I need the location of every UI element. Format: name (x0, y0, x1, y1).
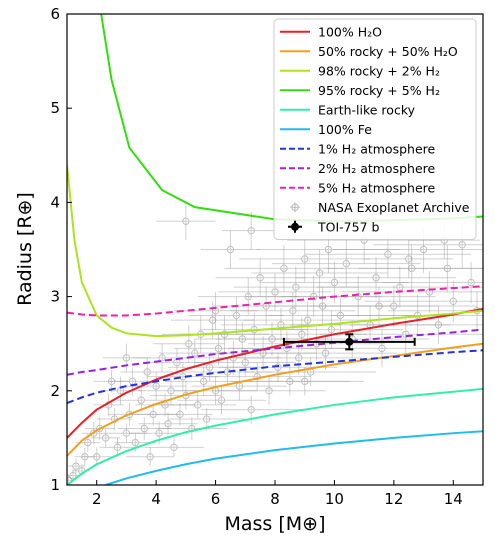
x-tick-label: 4 (151, 490, 161, 508)
series-line-7 (67, 349, 483, 404)
archive-point (117, 417, 171, 440)
archive-point (310, 285, 478, 327)
archive-point (144, 437, 204, 457)
series-line-5 (67, 387, 483, 485)
archive-point (126, 403, 180, 426)
x-tick-label: 6 (211, 490, 221, 508)
legend-label: 50% rocky + 50% H₂O (318, 44, 458, 59)
legend-swatch-archive (290, 202, 300, 213)
archive-point (147, 403, 213, 426)
archive-point (349, 306, 483, 344)
archive-point (102, 343, 151, 372)
legend-label: Earth-like rocky (318, 102, 416, 117)
archive-point (227, 331, 347, 366)
archive-point (245, 275, 382, 318)
archive-point (74, 447, 96, 467)
archive-point (176, 386, 267, 415)
x-tick-label: 8 (270, 490, 280, 508)
archive-point (251, 249, 388, 297)
archive-point (194, 322, 290, 356)
y-tick-label: 4 (50, 193, 60, 211)
archive-point (212, 376, 326, 405)
toi-marker (345, 337, 354, 346)
x-axis-label: Mass [M⊕] (224, 513, 325, 535)
legend-label: 5% H₂ atmosphere (318, 180, 435, 195)
series-line-2 (67, 342, 483, 457)
legend-label: 98% rocky + 2% H₂ (318, 63, 440, 78)
legend-label: 100% H₂O (318, 24, 382, 39)
archive-point (168, 407, 246, 431)
archive-point (90, 428, 121, 448)
archive-point (203, 362, 311, 391)
archive-point (325, 244, 483, 292)
archive-point (239, 235, 371, 283)
archive-point (295, 257, 457, 299)
archive-point (126, 447, 174, 467)
series-line-6 (105, 430, 483, 485)
series-line-3 (67, 164, 483, 338)
archive-point (81, 447, 112, 467)
archive-point (248, 326, 385, 361)
archive-point (266, 296, 415, 335)
archive-point (301, 329, 463, 368)
archive-point (117, 388, 166, 412)
y-axis-label: Radius [R⊕] (14, 192, 36, 306)
archive-point (218, 273, 332, 311)
series-line-9 (67, 285, 483, 317)
archive-point (168, 353, 252, 382)
x-tick-label: 2 (92, 490, 102, 508)
y-tick-label: 1 (50, 476, 60, 494)
legend-label: 2% H₂ atmosphere (318, 161, 435, 176)
archive-point (156, 417, 228, 440)
archive-point (185, 340, 281, 375)
legend: 100% H₂O 50% rocky + 50% H₂O 98% rocky + 2… (273, 18, 477, 240)
archive-point (230, 291, 356, 330)
legend-label: NASA Exoplanet Archive (318, 200, 470, 215)
x-tick-label: 14 (444, 490, 463, 508)
legend-box (273, 18, 477, 240)
archive-point (233, 266, 359, 308)
archive-point (126, 371, 186, 401)
series-line-8 (67, 328, 483, 376)
archive-point (156, 202, 216, 241)
archive-point (221, 211, 281, 250)
archive-point (200, 230, 261, 269)
y-tick-label: 3 (50, 288, 60, 306)
archive-point (358, 244, 483, 292)
legend-label: 95% rocky + 5% H₂ (318, 83, 440, 98)
archive-point (197, 277, 299, 316)
archive-point (67, 458, 85, 474)
archive-point (364, 240, 454, 278)
archive-point (153, 324, 225, 363)
archive-point (99, 437, 136, 457)
archive-point (242, 301, 374, 339)
archive-point (254, 287, 391, 325)
x-tick-label: 10 (325, 490, 344, 508)
y-tick-label: 6 (50, 5, 60, 23)
archive-point (224, 244, 344, 292)
x-tick-label: 12 (384, 490, 403, 508)
legend-label: 100% Fe (318, 122, 372, 137)
archive-point (381, 261, 483, 304)
archive-point (245, 367, 365, 396)
series-line-1 (67, 307, 483, 439)
archive-point (159, 338, 231, 368)
toi-757b-point (282, 333, 416, 351)
archive-points (67, 202, 483, 485)
archive-point (280, 275, 436, 318)
archive-point (159, 390, 237, 420)
y-tick-label: 2 (50, 382, 60, 400)
archive-point (188, 296, 284, 335)
y-tick-label: 5 (50, 99, 60, 117)
archive-point (138, 412, 198, 436)
legend-label: TOI-757 b (317, 219, 380, 234)
archive-point (272, 240, 421, 288)
legend-label: 1% H₂ atmosphere (318, 141, 435, 156)
legend-swatch-toi (288, 220, 302, 233)
archive-point (215, 258, 305, 297)
archive-point (105, 423, 148, 443)
